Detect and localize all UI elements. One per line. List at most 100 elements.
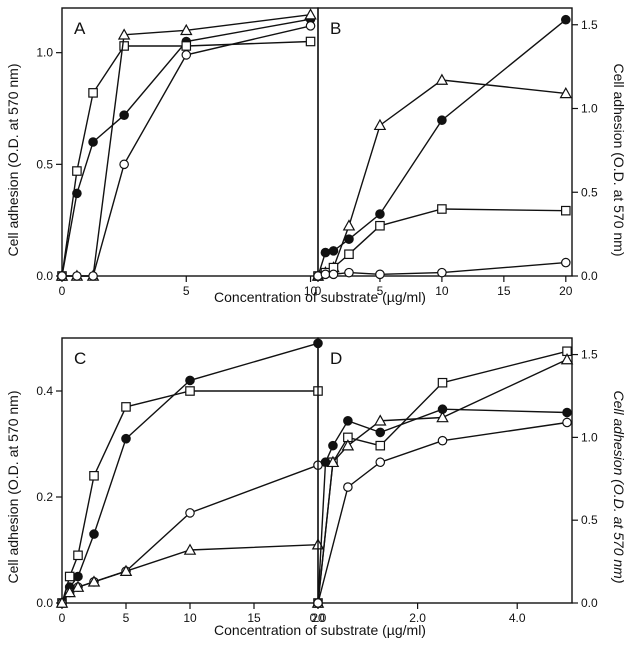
- x-tick-label: 5: [123, 611, 130, 625]
- data-point: [344, 234, 354, 244]
- x-tick-label: 0: [59, 284, 66, 298]
- data-point: [562, 407, 572, 418]
- data-point: [561, 257, 571, 268]
- panel-letter: B: [330, 19, 341, 38]
- x-tick-label: 10: [304, 284, 318, 298]
- x-tick-label: 10: [435, 284, 449, 298]
- series-line: [317, 358, 568, 604]
- data-point: [305, 21, 316, 31]
- x-tick-label: 15: [247, 611, 261, 625]
- y-tick-label: 1.0: [581, 102, 598, 116]
- series-open-triangle: [311, 353, 574, 608]
- panel-frame: [317, 337, 573, 604]
- data-point: [64, 571, 75, 582]
- series-line: [61, 40, 311, 277]
- data-point: [121, 402, 131, 412]
- x-tick-label: 5: [377, 284, 384, 298]
- x-tick-label: 0.0: [310, 611, 327, 625]
- x-axis-title-bottom: Concentration of substrate (µg/ml): [214, 622, 426, 638]
- data-point: [73, 571, 83, 582]
- x-axis-title-top: Concentration of substrate (µg/ml): [214, 289, 426, 305]
- data-point: [119, 41, 129, 51]
- data-point: [375, 440, 386, 451]
- x-tick-label: 0: [315, 284, 322, 298]
- data-point: [341, 439, 355, 451]
- data-point: [375, 220, 385, 231]
- data-point: [342, 219, 356, 231]
- data-point: [437, 377, 448, 388]
- series-open-circle: [313, 257, 571, 281]
- panel-c: C0 5 10 15 200.00.20.4: [36, 337, 325, 625]
- y-axis-title-left: Cell adhesion (O.D. at 570 nm): [5, 64, 21, 257]
- data-point: [561, 14, 571, 25]
- panel-letter: A: [74, 19, 86, 38]
- series-open-square: [313, 346, 572, 608]
- data-point: [437, 267, 447, 278]
- data-point: [320, 247, 331, 258]
- data-point: [185, 508, 195, 518]
- data-point: [375, 457, 386, 468]
- x-tick-label: 4.0: [509, 611, 526, 625]
- y-tick-label: 1.0: [581, 430, 598, 444]
- data-point: [72, 166, 82, 176]
- x-tick-label: 0: [59, 611, 66, 625]
- data-point: [88, 88, 98, 98]
- series-line: [317, 421, 568, 604]
- data-point: [320, 269, 331, 280]
- panel-a: A 0 5 10 0.0 0.5 1.0: [36, 7, 319, 298]
- data-point: [437, 204, 447, 214]
- series-line: [61, 464, 319, 604]
- data-point: [119, 110, 129, 120]
- data-point: [328, 246, 339, 256]
- y-axis-title-right-bottom: Cell adhesion (O.D. at 570 nm): [611, 391, 627, 584]
- y-tick-label: 0.0: [581, 596, 598, 610]
- y-tick-label: 0.5: [36, 157, 53, 171]
- series-open-triangle: [55, 538, 325, 608]
- data-point: [119, 159, 129, 170]
- data-point: [373, 118, 387, 131]
- data-point: [375, 209, 385, 219]
- data-point: [72, 271, 82, 281]
- data-point: [117, 28, 131, 40]
- y-tick-label: 0.5: [581, 513, 598, 527]
- data-point: [119, 564, 133, 577]
- data-point: [183, 543, 197, 555]
- data-point: [181, 41, 192, 51]
- y-axis-title-left-bottom: Cell adhesion (O.D. at 570 nm): [5, 391, 21, 584]
- y-tick-label: 0.2: [36, 490, 53, 504]
- data-point: [562, 417, 572, 428]
- series-open-circle: [313, 417, 572, 608]
- data-point: [328, 269, 339, 280]
- data-point: [375, 427, 386, 438]
- data-point: [71, 580, 85, 592]
- series-line: [317, 79, 566, 277]
- data-point: [313, 598, 323, 608]
- data-point: [304, 8, 317, 20]
- data-point: [87, 575, 101, 587]
- data-point: [328, 440, 338, 451]
- y-tick-label: 0.0: [36, 596, 53, 610]
- y-tick-label: 1.5: [581, 18, 598, 32]
- data-point: [181, 50, 192, 60]
- data-point: [559, 86, 573, 99]
- series-open-triangle: [311, 73, 573, 281]
- data-point: [343, 482, 353, 492]
- y-tick-label: 1.0: [36, 46, 53, 60]
- series-open-circle: [57, 21, 316, 281]
- data-point: [436, 411, 449, 423]
- x-tick-label: 2.0: [409, 611, 426, 625]
- series-filled-circle: [313, 14, 571, 281]
- x-tick-label: 20: [559, 284, 573, 298]
- data-point: [305, 36, 316, 47]
- data-point: [435, 73, 449, 85]
- panel-frame: [317, 7, 573, 277]
- y-tick-label: 0.5: [581, 185, 598, 199]
- data-point: [73, 550, 83, 561]
- x-tick-label: 20: [311, 611, 325, 625]
- data-point: [437, 115, 447, 126]
- data-point: [88, 137, 98, 147]
- series-open-square: [57, 36, 316, 281]
- data-point: [344, 267, 354, 278]
- data-point: [89, 471, 99, 481]
